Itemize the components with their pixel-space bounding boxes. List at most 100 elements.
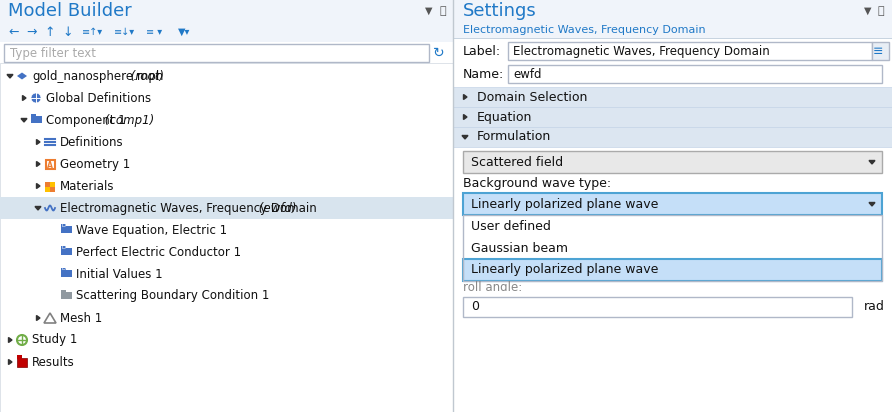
Text: 0: 0 — [471, 300, 479, 314]
Polygon shape — [37, 162, 40, 166]
Polygon shape — [7, 75, 13, 78]
Text: roll angle:: roll angle: — [463, 281, 522, 293]
Bar — [0, 197, 453, 219]
Bar — [453, 87, 892, 107]
Bar — [453, 127, 892, 147]
Text: Component 1: Component 1 — [46, 113, 126, 126]
Bar — [453, 63, 892, 85]
Polygon shape — [462, 136, 468, 139]
Text: Perfect Electric Conductor 1: Perfect Electric Conductor 1 — [76, 246, 241, 258]
Text: ↻: ↻ — [433, 46, 444, 60]
Bar — [0, 22, 453, 42]
Text: ≡: ≡ — [872, 44, 883, 58]
Polygon shape — [37, 183, 40, 189]
Bar — [508, 42, 872, 60]
Polygon shape — [9, 337, 12, 342]
Bar — [463, 237, 882, 259]
Text: D: D — [62, 267, 66, 272]
Bar — [453, 107, 892, 127]
Text: rad: rad — [864, 300, 885, 314]
Text: Electromagnetic Waves, Frequency Domain: Electromagnetic Waves, Frequency Domain — [513, 44, 770, 58]
Text: D: D — [62, 244, 66, 250]
Bar — [17, 355, 22, 359]
Bar — [463, 297, 852, 317]
Bar — [872, 42, 889, 60]
Text: ≡ ▾: ≡ ▾ — [146, 27, 162, 37]
Text: Electromagnetic Waves, Frequency Domain: Electromagnetic Waves, Frequency Domain — [463, 25, 706, 35]
Text: Settings: Settings — [463, 2, 537, 20]
Text: Label:: Label: — [463, 44, 501, 58]
Bar — [508, 65, 882, 83]
Text: ewfd: ewfd — [513, 68, 541, 80]
Bar — [453, 281, 892, 295]
Text: Mesh 1: Mesh 1 — [60, 311, 103, 325]
Text: Formulation: Formulation — [477, 131, 551, 143]
Bar — [0, 63, 453, 412]
Bar — [453, 38, 892, 39]
Text: Results: Results — [32, 356, 75, 368]
Bar — [61, 270, 72, 277]
Polygon shape — [37, 140, 40, 145]
Bar — [463, 259, 882, 281]
Bar — [463, 215, 882, 281]
Bar — [31, 116, 42, 123]
Text: Definitions: Definitions — [60, 136, 124, 148]
Text: Initial Values 1: Initial Values 1 — [76, 267, 162, 281]
Text: ←: ← — [8, 26, 19, 38]
Polygon shape — [35, 206, 41, 210]
Bar — [463, 151, 882, 173]
Bar — [453, 319, 892, 412]
Text: Linearly polarized plane wave: Linearly polarized plane wave — [471, 264, 658, 276]
Polygon shape — [464, 94, 467, 100]
Bar — [61, 224, 66, 227]
Text: Linearly polarized plane wave: Linearly polarized plane wave — [471, 197, 658, 211]
Circle shape — [31, 93, 41, 103]
Text: 🖈: 🖈 — [878, 6, 885, 16]
Polygon shape — [17, 73, 27, 80]
Text: Materials: Materials — [60, 180, 114, 192]
Text: Background wave type:: Background wave type: — [463, 176, 611, 190]
Text: Gaussian beam: Gaussian beam — [471, 241, 568, 255]
Text: User defined: User defined — [471, 220, 551, 232]
Text: Name:: Name: — [463, 68, 504, 80]
Polygon shape — [869, 161, 875, 164]
Text: Wave Equation, Electric 1: Wave Equation, Electric 1 — [76, 223, 227, 236]
Bar — [61, 226, 72, 233]
Text: Type filter text: Type filter text — [10, 47, 96, 59]
Text: gold_nanosphere.mph: gold_nanosphere.mph — [32, 70, 163, 82]
Text: (ewfd): (ewfd) — [255, 201, 296, 215]
Text: ▼▾: ▼▾ — [178, 27, 190, 37]
Polygon shape — [22, 96, 26, 101]
Bar — [453, 291, 892, 295]
Bar — [453, 40, 892, 62]
Text: 🖈: 🖈 — [439, 6, 446, 16]
Text: ≡↑▾: ≡↑▾ — [82, 27, 103, 37]
Bar — [61, 246, 66, 249]
Bar — [61, 292, 72, 299]
Text: Equation: Equation — [477, 110, 533, 124]
Text: Domain Selection: Domain Selection — [477, 91, 587, 103]
Text: Model Builder: Model Builder — [8, 2, 132, 20]
Bar — [61, 268, 66, 271]
Bar — [0, 0, 453, 22]
Text: ≡↓▾: ≡↓▾ — [114, 27, 135, 37]
Text: (comp1): (comp1) — [101, 113, 154, 126]
Text: Global Definitions: Global Definitions — [46, 91, 151, 105]
Text: ↓: ↓ — [62, 26, 72, 38]
Text: Geometry 1: Geometry 1 — [60, 157, 130, 171]
Text: ▼: ▼ — [864, 6, 871, 16]
Bar — [463, 193, 882, 215]
Bar — [50, 187, 55, 192]
Bar — [50, 182, 55, 187]
Polygon shape — [464, 115, 467, 119]
Text: Scattered field: Scattered field — [471, 155, 563, 169]
Bar — [61, 248, 72, 255]
Bar — [453, 0, 892, 22]
Polygon shape — [9, 360, 12, 365]
Text: A: A — [47, 161, 53, 169]
Text: Study 1: Study 1 — [32, 333, 78, 346]
Text: Electromagnetic Waves, Frequency Domain: Electromagnetic Waves, Frequency Domain — [60, 201, 317, 215]
Bar — [4, 44, 429, 62]
Bar — [45, 187, 50, 192]
Bar — [46, 160, 55, 169]
